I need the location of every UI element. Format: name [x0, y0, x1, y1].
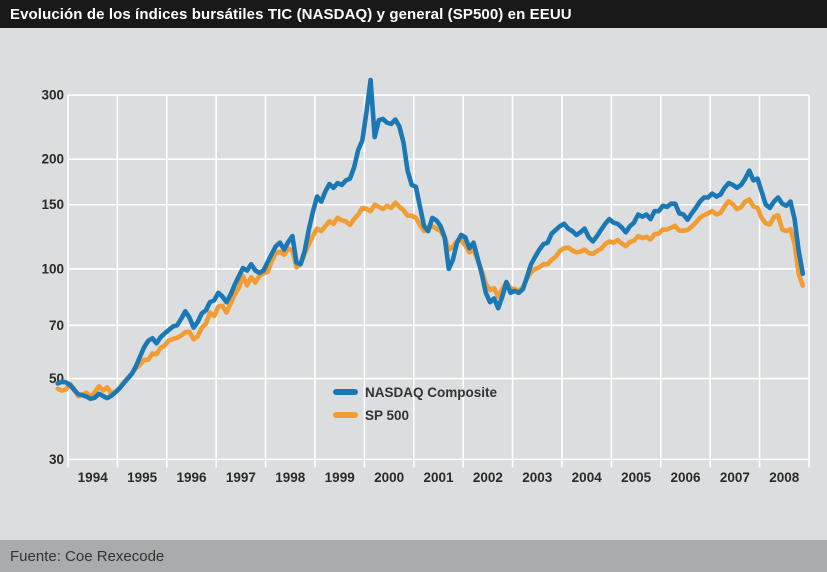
legend-item-nasdaq: NASDAQ Composite	[333, 384, 497, 400]
title-bar: Evolución de los índices bursátiles TIC …	[0, 0, 827, 28]
source-text: Fuente: Coe Rexecode	[10, 547, 165, 565]
x-axis-label: 2002	[473, 470, 503, 485]
x-axis-label: 1995	[127, 470, 158, 485]
x-axis-label: 2003	[522, 470, 553, 485]
sp500-line-swatch	[333, 412, 358, 418]
y-axis-label: 300	[41, 88, 64, 103]
chart-area: 30 50 70 100 150 200 300 1994 1995 1996 1997 1998 19…	[0, 28, 827, 540]
nasdaq-legend-label: NASDAQ Composite	[365, 384, 498, 400]
x-axis-label: 2006	[670, 470, 701, 485]
y-axis-label: 100	[41, 261, 64, 276]
legend: NASDAQ Composite SP 500	[333, 384, 497, 423]
nasdaq-line-swatch	[333, 389, 358, 395]
source-bar: Fuente: Coe Rexecode	[0, 540, 827, 572]
legend-item-sp500: SP 500	[333, 407, 497, 423]
x-axis-label: 1996	[176, 470, 207, 485]
x-axis-label: 2000	[374, 470, 404, 485]
x-axis-label: 2005	[621, 470, 652, 485]
y-axis-label: 30	[49, 452, 64, 467]
sp500-legend-label: SP 500	[365, 407, 410, 423]
x-axis-label: 1994	[78, 470, 109, 485]
y-axis-label: 70	[49, 318, 64, 333]
x-axis-label: 1998	[275, 470, 306, 485]
x-axis-label: 2007	[720, 470, 750, 485]
chart-title: Evolución de los índices bursátiles TIC …	[10, 5, 572, 23]
x-axis-label: 2004	[572, 470, 603, 485]
y-axis-label: 150	[41, 197, 64, 212]
x-axis-label: 1999	[325, 470, 355, 485]
nasdaq-series-line	[55, 77, 806, 402]
x-axis-label: 2001	[423, 470, 454, 485]
y-axis-label: 200	[41, 152, 64, 167]
x-axis-label: 1997	[226, 470, 256, 485]
x-axis-label: 2008	[769, 470, 800, 485]
